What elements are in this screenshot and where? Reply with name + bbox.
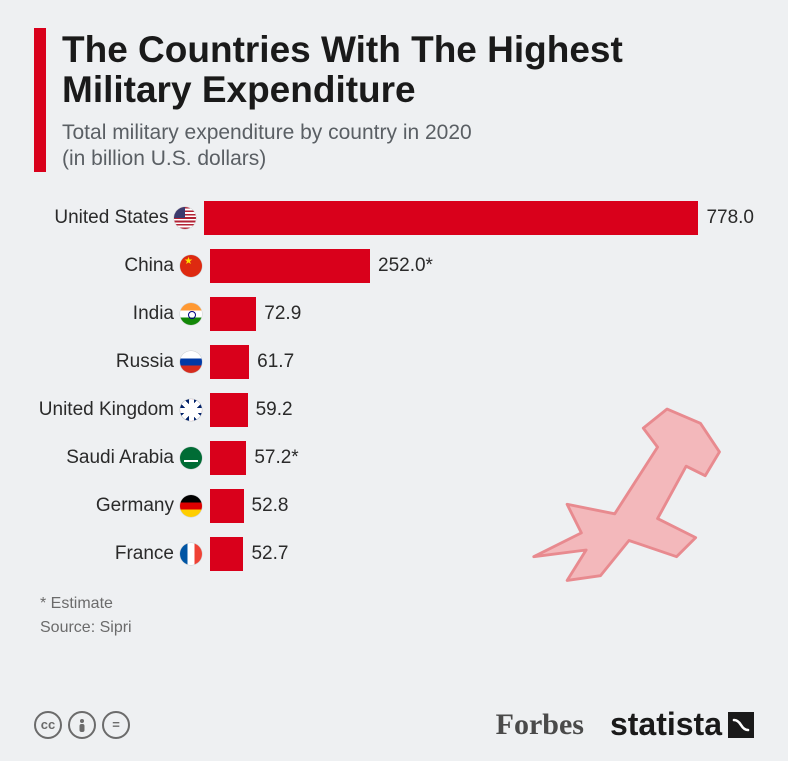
uk-flag-icon (180, 399, 202, 421)
label-cell: United States (34, 207, 204, 229)
label-cell: Germany (34, 495, 210, 517)
cn-flag-icon (180, 255, 202, 277)
chart-subtitle: Total military expenditure by country in… (62, 120, 754, 173)
bar-value: 52.7 (251, 543, 288, 565)
fr-flag-icon (180, 543, 202, 565)
country-label: France (115, 543, 174, 565)
bar (210, 441, 246, 475)
label-cell: Saudi Arabia (34, 447, 210, 469)
footnote-source: Source: Sipri (40, 616, 754, 639)
subtitle-line-1: Total military expenditure by country in… (62, 121, 472, 144)
footnotes: * Estimate Source: Sipri (40, 592, 754, 638)
jet-icon (514, 390, 744, 590)
in-flag-icon (180, 303, 202, 325)
bar (210, 393, 248, 427)
label-cell: India (34, 303, 210, 325)
brand-logos: Forbes statista (496, 706, 754, 743)
forbes-logo: Forbes (496, 708, 584, 742)
statista-logo: statista (610, 706, 754, 743)
infographic-card: The Countries With The Highest Military … (0, 0, 788, 761)
country-label: Germany (96, 495, 174, 517)
country-label: Saudi Arabia (66, 447, 174, 469)
bar (210, 249, 370, 283)
bar-cell: 252.0* (210, 249, 754, 283)
subtitle-line-2: (in billion U.S. dollars) (62, 147, 266, 170)
bar (210, 345, 249, 379)
chart-row: United States 778.0 (34, 194, 754, 242)
bar-value: 72.9 (264, 303, 301, 325)
bar-value: 59.2 (256, 399, 293, 421)
cc-by-icon (68, 711, 96, 739)
bar-value: 61.7 (257, 351, 294, 373)
label-cell: France (34, 543, 210, 565)
bar-value: 778.0 (706, 207, 754, 229)
license-icons: cc = (34, 711, 130, 739)
header-text: The Countries With The Highest Military … (62, 28, 754, 172)
sa-flag-icon (180, 447, 202, 469)
footer: cc = Forbes statista (34, 706, 754, 743)
cc-icon: cc (34, 711, 62, 739)
chart-title: The Countries With The Highest Military … (62, 30, 754, 110)
footnote-estimate: * Estimate (40, 592, 754, 615)
label-cell: China (34, 255, 210, 277)
bar-value: 252.0* (378, 255, 433, 277)
country-label: United Kingdom (39, 399, 174, 421)
country-label: Russia (116, 351, 174, 373)
bar-cell: 61.7 (210, 345, 754, 379)
de-flag-icon (180, 495, 202, 517)
bar-value: 52.8 (252, 495, 289, 517)
cc-nd-icon: = (102, 711, 130, 739)
country-label: China (124, 255, 174, 277)
us-flag-icon (174, 207, 196, 229)
label-cell: Russia (34, 351, 210, 373)
label-cell: United Kingdom (34, 399, 210, 421)
country-label: India (133, 303, 174, 325)
statista-mark-icon (728, 712, 754, 738)
chart-row: China 252.0* (34, 242, 754, 290)
bar (210, 537, 243, 571)
header-accent-bar (34, 28, 46, 172)
ru-flag-icon (180, 351, 202, 373)
statista-wordmark: statista (610, 706, 722, 743)
chart-row: India 72.9 (34, 290, 754, 338)
bar-cell: 778.0 (204, 201, 754, 235)
bar-value: 57.2* (254, 447, 298, 469)
bar (204, 201, 698, 235)
bar-cell: 72.9 (210, 297, 754, 331)
country-label: United States (54, 207, 168, 229)
header: The Countries With The Highest Military … (34, 28, 754, 172)
bar (210, 489, 244, 523)
bar (210, 297, 256, 331)
chart-row: Russia 61.7 (34, 338, 754, 386)
